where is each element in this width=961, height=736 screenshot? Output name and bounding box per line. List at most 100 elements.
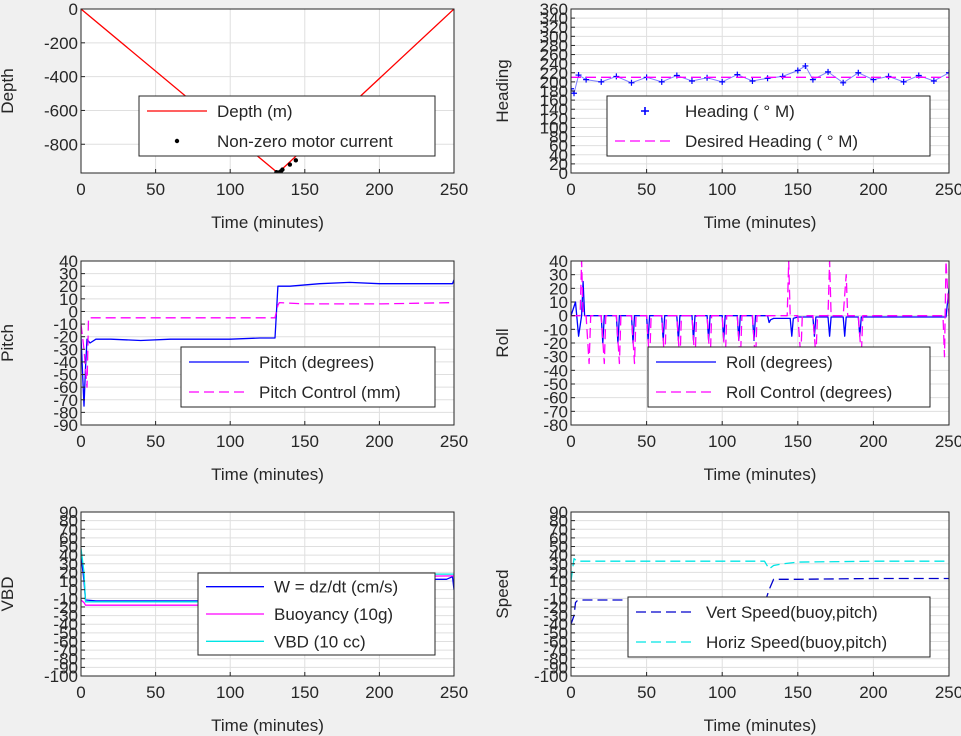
y-tick-label: -800 (44, 135, 78, 154)
y-axis-label: Speed (493, 569, 512, 618)
x-axis-label: Time (minutes) (704, 213, 817, 232)
y-tick-label: 180 (540, 82, 568, 101)
legend: Pitch (degrees) Pitch Control (mm) (180, 346, 436, 408)
legend-swatch (174, 138, 180, 144)
data-point (779, 73, 786, 80)
x-tick-label: 100 (708, 683, 736, 702)
y-tick-label: 0 (69, 581, 78, 600)
data-point (688, 77, 695, 84)
y-tick-label: 0 (69, 302, 78, 321)
x-tick-label: 100 (708, 432, 736, 451)
legend-box (180, 346, 436, 408)
x-tick-label: 0 (76, 683, 85, 702)
legend-box (647, 346, 931, 408)
y-tick-label: -70 (53, 391, 78, 410)
chart-1: 0 50 100 150 200 250 0 -200 -400 -600 -800 Time (mi… (0, 0, 468, 232)
y-tick-label: 30 (59, 555, 78, 574)
y-tick-label: 140 (540, 100, 568, 119)
y-tick-label: -40 (53, 353, 78, 372)
axes-box (80, 260, 455, 426)
legend-label: Pitch Control (mm) (259, 383, 401, 402)
legend: Heading ( ° M) Desired Heading ( ° M) (606, 95, 931, 157)
x-tick-label: 0 (76, 432, 85, 451)
x-tick-label: 150 (291, 683, 319, 702)
plot-series-group (81, 9, 454, 173)
y-tick-label: 220 (540, 64, 568, 83)
x-tick-label: 150 (784, 683, 812, 702)
y-tick-label: 70 (59, 520, 78, 539)
x-tick-label: 150 (784, 180, 812, 199)
y-tick-label: 20 (549, 155, 568, 174)
data-point (613, 73, 620, 80)
y-tick-label: -30 (53, 607, 78, 626)
legend-label: Heading ( ° M) (685, 102, 795, 121)
y-tick-label: 80 (549, 128, 568, 147)
data-point (749, 77, 756, 84)
legend-label: Pitch (degrees) (259, 353, 374, 372)
y-tick-label: -80 (53, 650, 78, 669)
legend: W = dz/dt (cm/s) Buoyancy (10g) VBD (10 cc… (197, 572, 436, 656)
x-tick-label: 250 (935, 432, 961, 451)
legend-box (606, 95, 931, 157)
y-tick-label: -50 (53, 366, 78, 385)
legend: Vert Speed(buoy,pitch) Horiz Speed(buoy,p… (627, 596, 931, 658)
y-tick-label: -10 (53, 589, 78, 608)
y-tick-label: 120 (540, 109, 568, 128)
x-tick-label: 50 (637, 180, 656, 199)
y-tick-label: 20 (59, 563, 78, 582)
y-tick-label: -30 (543, 607, 568, 626)
y-tick-label: -20 (543, 334, 568, 353)
y-tick-label: 80 (549, 512, 568, 531)
data-point (900, 78, 907, 85)
y-tick-label: 40 (549, 146, 568, 165)
y-tick-label: -60 (53, 632, 78, 651)
y-tick-label: 50 (549, 538, 568, 557)
y-tick-label: 10 (59, 572, 78, 591)
y-tick-label: -80 (543, 650, 568, 669)
x-tick-label: 200 (365, 180, 393, 199)
series-line-1 (81, 279, 454, 407)
chart-6: 0 50 100 150 200 2509080706050403020100-10-20… (493, 503, 961, 735)
y-axis-label: VBD (0, 577, 17, 612)
data-point (840, 79, 847, 86)
y-tick-label: -90 (53, 658, 78, 677)
y-tick-label: 360 (540, 0, 568, 19)
y-tick-label: 90 (549, 503, 568, 522)
x-tick-label: 150 (291, 432, 319, 451)
y-tick-label: 240 (540, 55, 568, 74)
data-point (802, 62, 809, 69)
data-point (794, 67, 801, 74)
x-tick-label: 0 (566, 180, 575, 199)
data-point (571, 85, 574, 92)
y-tick-label: 260 (540, 46, 568, 65)
data-point (598, 78, 605, 85)
legend-label: Vert Speed(buoy,pitch) (706, 603, 878, 622)
x-tick-label: 50 (146, 180, 165, 199)
y-tick-label: -20 (53, 598, 78, 617)
legend-box (138, 95, 436, 157)
y-tick-label: -70 (543, 402, 568, 421)
legend: Roll (degrees) Roll Control (degrees) (647, 346, 931, 408)
x-tick-label: 200 (859, 683, 887, 702)
x-tick-label: 200 (859, 432, 887, 451)
y-tick-label: 0 (559, 164, 568, 183)
y-tick-label: 320 (540, 18, 568, 37)
y-tick-label: -90 (53, 416, 78, 435)
x-tick-label: 50 (146, 683, 165, 702)
data-point (946, 69, 949, 76)
chart-3: 0 50 100 150 200 250403020100-10-20-30-40-50-… (0, 252, 468, 484)
y-tick-label: 40 (549, 546, 568, 565)
y-tick-label: -40 (53, 615, 78, 634)
x-tick-label: 150 (784, 432, 812, 451)
legend-label: Non-zero motor current (217, 132, 393, 151)
y-tick-label: 160 (540, 91, 568, 110)
x-tick-label: 100 (216, 683, 244, 702)
y-tick-label: 200 (540, 73, 568, 92)
x-axis-label: Time (minutes) (211, 716, 324, 735)
x-axis-label: Time (minutes) (704, 716, 817, 735)
y-tick-label: -100 (534, 667, 568, 686)
y-tick-label: 100 (540, 118, 568, 137)
legend-label: Desired Heading ( ° M) (685, 132, 858, 151)
y-tick-label: -30 (53, 340, 78, 359)
